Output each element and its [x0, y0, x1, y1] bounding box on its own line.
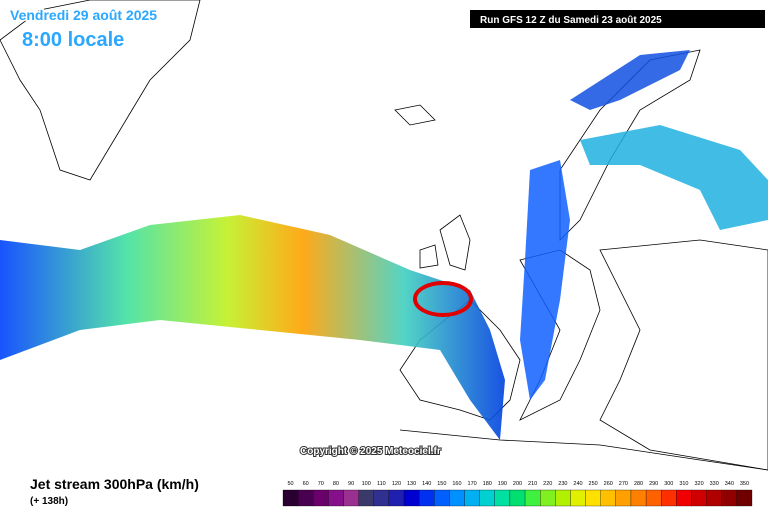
scale-swatch: [555, 489, 571, 507]
scale-swatch: [600, 489, 616, 507]
scale-label: 250: [589, 481, 598, 487]
scale-label: 350: [740, 481, 749, 487]
scale-swatch: [585, 489, 601, 507]
scale-label: 300: [664, 481, 673, 487]
scale-label: 240: [573, 481, 582, 487]
scale-swatch: [419, 489, 435, 507]
scale-label: 90: [348, 481, 354, 487]
coastlines: [0, 0, 768, 471]
scale-label: 130: [407, 481, 416, 487]
scale-label: 170: [468, 481, 477, 487]
scale-label: 280: [634, 481, 643, 487]
scale-label: 270: [619, 481, 628, 487]
scale-label: 200: [513, 481, 522, 487]
scale-label: 290: [649, 481, 658, 487]
scale-label: 230: [558, 481, 567, 487]
scale-swatch: [343, 489, 359, 507]
scale-swatch: [434, 489, 450, 507]
scale-label: 120: [392, 481, 401, 487]
scale-swatch: [328, 489, 344, 507]
scale-swatch: [373, 489, 390, 507]
scale-swatch: [524, 489, 541, 507]
scale-label: 260: [604, 481, 613, 487]
scale-label: 160: [452, 481, 461, 487]
scale-swatch: [313, 489, 329, 507]
scale-label: 80: [333, 481, 339, 487]
scale-label: 320: [694, 481, 703, 487]
scale-swatch: [736, 489, 753, 507]
time-label: 8:00 locale: [22, 29, 124, 51]
scale-label: 210: [528, 481, 537, 487]
scale-swatch: [403, 489, 420, 507]
scale-label: 220: [543, 481, 552, 487]
scale-swatch: [509, 489, 526, 507]
scale-swatch: [494, 489, 511, 507]
legend-title: Jet stream 300hPa (km/h): [30, 476, 199, 492]
scale-swatch: [570, 489, 586, 507]
color-scale: 50 60 70 80 90 100 110 120 130 140 150 160 170 180 190…: [282, 481, 753, 507]
scale-swatch: [540, 489, 556, 507]
scale-swatch: [630, 489, 647, 507]
scale-swatch: [358, 489, 374, 507]
scale-label: 100: [362, 481, 371, 487]
scale-label: 140: [422, 481, 431, 487]
scale-swatch: [691, 489, 707, 507]
scale-label: 180: [483, 481, 492, 487]
scale-swatch: [721, 489, 738, 507]
date-label: Vendredi 29 août 2025: [10, 7, 157, 23]
scale-swatch: [297, 489, 314, 507]
highlight-circle: [413, 281, 473, 317]
scale-label: 340: [725, 481, 734, 487]
scale-label: 150: [437, 481, 446, 487]
scale-swatch: [676, 489, 692, 507]
jet-stream: [0, 50, 768, 440]
scale-label: 330: [710, 481, 719, 487]
scale-label: 110: [377, 481, 386, 487]
scale-swatch: [282, 489, 299, 507]
scale-swatch: [449, 489, 465, 507]
scale-label: 50: [288, 481, 294, 487]
copyright: Copyright © 2025 Meteociel.fr: [300, 446, 441, 457]
scale-swatch: [479, 489, 495, 507]
scale-label: 70: [318, 481, 324, 487]
scale-label: 310: [679, 481, 688, 487]
scale-swatch: [615, 489, 632, 507]
scale-swatch: [706, 489, 722, 507]
scale-swatch: [645, 489, 662, 507]
run-box: [470, 10, 765, 28]
scale-swatch: [661, 489, 677, 507]
scale-swatch: [464, 489, 480, 507]
run-label: Run GFS 12 Z du Samedi 23 août 2025: [480, 15, 662, 26]
scale-swatch: [388, 489, 405, 507]
scale-label: 60: [303, 481, 309, 487]
lead-time: (+ 138h): [30, 496, 68, 507]
scale-label: 190: [498, 481, 507, 487]
